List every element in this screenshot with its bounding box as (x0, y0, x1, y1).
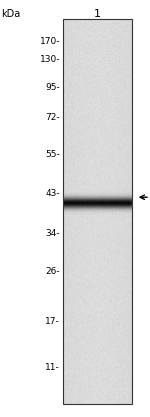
Text: 11-: 11- (45, 363, 60, 372)
Text: 130-: 130- (39, 55, 60, 64)
Text: 26-: 26- (45, 267, 60, 276)
Text: kDa: kDa (1, 9, 20, 19)
Text: 43-: 43- (45, 189, 60, 198)
Bar (63, 19, 132, 404)
Text: 55-: 55- (45, 150, 60, 159)
Text: 34-: 34- (45, 229, 60, 238)
Text: 17-: 17- (45, 317, 60, 327)
Text: 170-: 170- (39, 37, 60, 46)
Text: 1: 1 (94, 9, 101, 19)
Text: 95-: 95- (45, 83, 60, 92)
Text: 72-: 72- (45, 113, 60, 122)
